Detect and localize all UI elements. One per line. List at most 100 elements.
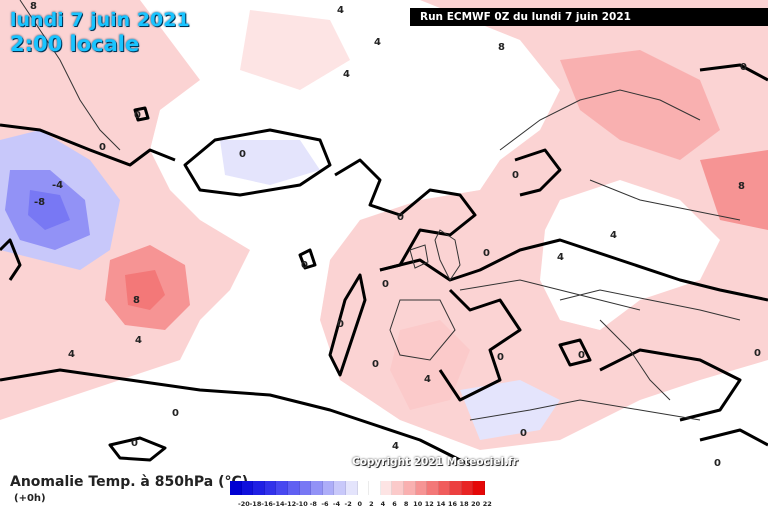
warm-region xyxy=(700,150,768,230)
zero-contour xyxy=(438,288,522,402)
contour-label: 0 xyxy=(372,359,379,370)
zero-contour xyxy=(599,348,742,422)
contour-label: 0 xyxy=(382,279,389,290)
coastline xyxy=(459,279,641,311)
color-scale-swatch xyxy=(473,481,486,495)
color-scale-swatch xyxy=(403,481,416,495)
color-scale-tick-label: 14 xyxy=(436,500,446,508)
contour-label: 4 xyxy=(135,335,142,346)
color-scale xyxy=(230,481,486,495)
run-info-banner: Run ECMWF 0Z du lundi 7 juin 2021 xyxy=(410,8,768,26)
color-scale-tick-label: -6 xyxy=(321,500,329,508)
contour-label: 8 xyxy=(738,181,745,192)
color-scale-tick-label: -4 xyxy=(332,500,341,508)
contour-label: 0 xyxy=(172,408,179,419)
color-scale-tick-label: 16 xyxy=(447,500,457,508)
contour-label: -4 xyxy=(52,180,63,191)
color-scale-tick-label: -2 xyxy=(344,500,352,508)
contour-label: 0 xyxy=(337,319,344,330)
color-scale-tick-label: 6 xyxy=(392,500,397,508)
color-scale-swatch xyxy=(264,481,277,495)
color-scale-tick-label: -20 xyxy=(238,500,250,508)
warm-region xyxy=(560,50,720,160)
coastline xyxy=(499,89,701,151)
coastline xyxy=(409,244,429,269)
color-scale-swatch xyxy=(276,481,288,495)
color-scale-swatch xyxy=(299,481,312,495)
contour-label: 0 xyxy=(397,212,404,223)
coastline xyxy=(599,319,671,401)
contour-label: 0 xyxy=(99,142,106,153)
neutral-region xyxy=(540,180,720,330)
contour-label: 4 xyxy=(392,441,399,452)
contour-label: -8 xyxy=(34,197,45,208)
zero-contour xyxy=(699,428,768,447)
zero-contour xyxy=(558,338,592,367)
warm-region xyxy=(125,270,165,310)
color-scale-tick-label: -8 xyxy=(309,500,317,508)
zero-contour xyxy=(0,238,22,281)
zero-contour xyxy=(183,128,332,197)
cold-region xyxy=(220,140,320,185)
color-scale-swatch xyxy=(357,481,370,495)
contour-label: 8 xyxy=(498,42,505,53)
zero-contour xyxy=(328,273,367,377)
contour-label: 0 xyxy=(578,350,585,361)
cold-region xyxy=(460,380,560,440)
color-scale-swatch xyxy=(380,481,393,495)
color-scale-tick-label: -10 xyxy=(295,500,308,508)
warm-region xyxy=(240,10,350,90)
zero-contour xyxy=(133,106,150,122)
coastline xyxy=(469,399,701,421)
cold-region xyxy=(28,190,70,230)
color-scale-tick-label: 20 xyxy=(471,500,481,508)
color-scale-tick-label: -12 xyxy=(284,500,297,508)
color-scale-ticks: -20 -18 -16 -14 -12 -10 -8 -6 -4 -2 0 2 4 6 8 10 12 14 16 1… xyxy=(238,500,493,508)
color-scale-swatch xyxy=(461,481,474,495)
color-scale-swatch xyxy=(311,481,323,495)
contour-label: 0 xyxy=(714,458,721,469)
contour-label: 4 xyxy=(374,37,381,48)
contour-label: 0 xyxy=(520,428,527,439)
neutral-region xyxy=(0,0,768,470)
legend-subtitle: (+0h) xyxy=(14,493,46,504)
zero-contour xyxy=(699,63,768,82)
temperature-anomaly-map: 8 4 4 4 8 0 0 0 0 0 -4 -8 0 0 8 4 4 0 0 … xyxy=(0,0,768,470)
zero-contour xyxy=(514,148,562,197)
zero-contour xyxy=(0,368,471,467)
contour-label: 0 xyxy=(740,62,747,73)
coastline xyxy=(589,179,741,221)
color-scale-swatch xyxy=(450,481,462,495)
map-time-title: 2:00 locale xyxy=(10,32,140,56)
map-date-title: lundi 7 juin 2021 xyxy=(10,9,190,31)
contour-label: 0 xyxy=(754,348,761,359)
zero-contour xyxy=(379,238,768,302)
color-scale-tick-label: 0 xyxy=(357,500,362,508)
legend-title: Anomalie Temp. à 850hPa (°C) xyxy=(10,474,249,490)
color-scale-tick-label: -14 xyxy=(272,500,285,508)
color-scale-tick-label: 4 xyxy=(380,500,386,508)
zero-contour xyxy=(298,248,317,270)
contour-label: 0 xyxy=(301,260,308,271)
contour-label: 0 xyxy=(239,149,246,160)
color-scale-swatch xyxy=(230,481,242,495)
contour-label: 4 xyxy=(557,252,564,263)
color-scale-tick-label: 10 xyxy=(413,500,423,508)
coastline xyxy=(559,289,741,321)
contour-label: 0 xyxy=(131,438,138,449)
coastline xyxy=(389,299,456,361)
contour-label: 0 xyxy=(483,248,490,259)
contour-label: 4 xyxy=(337,5,344,16)
coastline xyxy=(434,229,461,281)
color-scale-tick-label: 12 xyxy=(424,500,434,508)
contour-label: 8 xyxy=(133,295,140,306)
color-scale-swatch xyxy=(392,481,404,495)
color-scale-tick-label: 22 xyxy=(482,500,492,508)
contour-label: 0 xyxy=(497,352,504,363)
color-scale-swatch xyxy=(345,481,358,495)
contour-label: 4 xyxy=(343,69,350,80)
color-scale-tick-label: -16 xyxy=(261,500,273,508)
color-scale-swatch xyxy=(334,481,346,495)
color-scale-tick-label: 18 xyxy=(459,500,469,508)
color-scale-swatch xyxy=(322,481,335,495)
